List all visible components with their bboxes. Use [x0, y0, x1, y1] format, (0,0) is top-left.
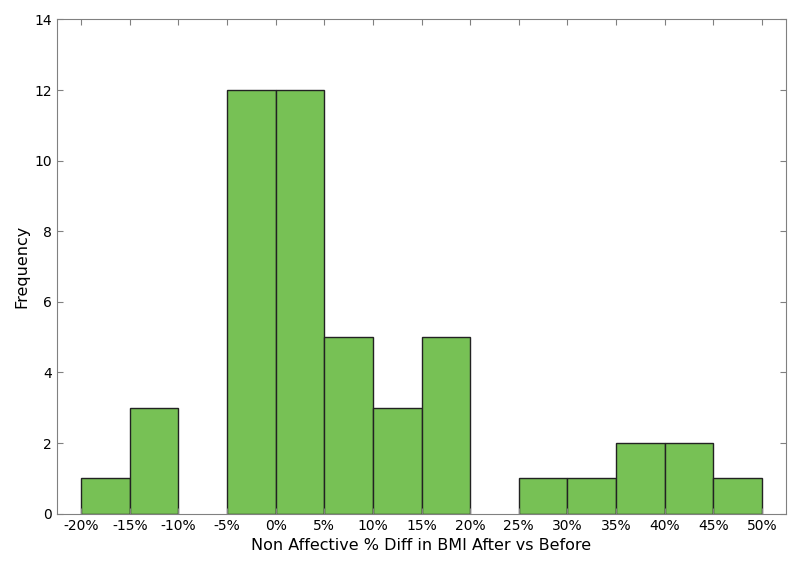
Bar — [518, 479, 567, 514]
Bar — [227, 90, 276, 514]
Bar — [567, 479, 616, 514]
Bar — [713, 479, 762, 514]
Bar — [422, 337, 470, 514]
Y-axis label: Frequency: Frequency — [14, 225, 29, 308]
Bar — [616, 443, 665, 514]
X-axis label: Non Affective % Diff in BMI After vs Before: Non Affective % Diff in BMI After vs Bef… — [251, 538, 591, 553]
Bar — [276, 90, 324, 514]
Bar — [373, 408, 422, 514]
Bar — [324, 337, 373, 514]
Bar — [130, 408, 178, 514]
Bar — [82, 479, 130, 514]
Bar — [665, 443, 713, 514]
